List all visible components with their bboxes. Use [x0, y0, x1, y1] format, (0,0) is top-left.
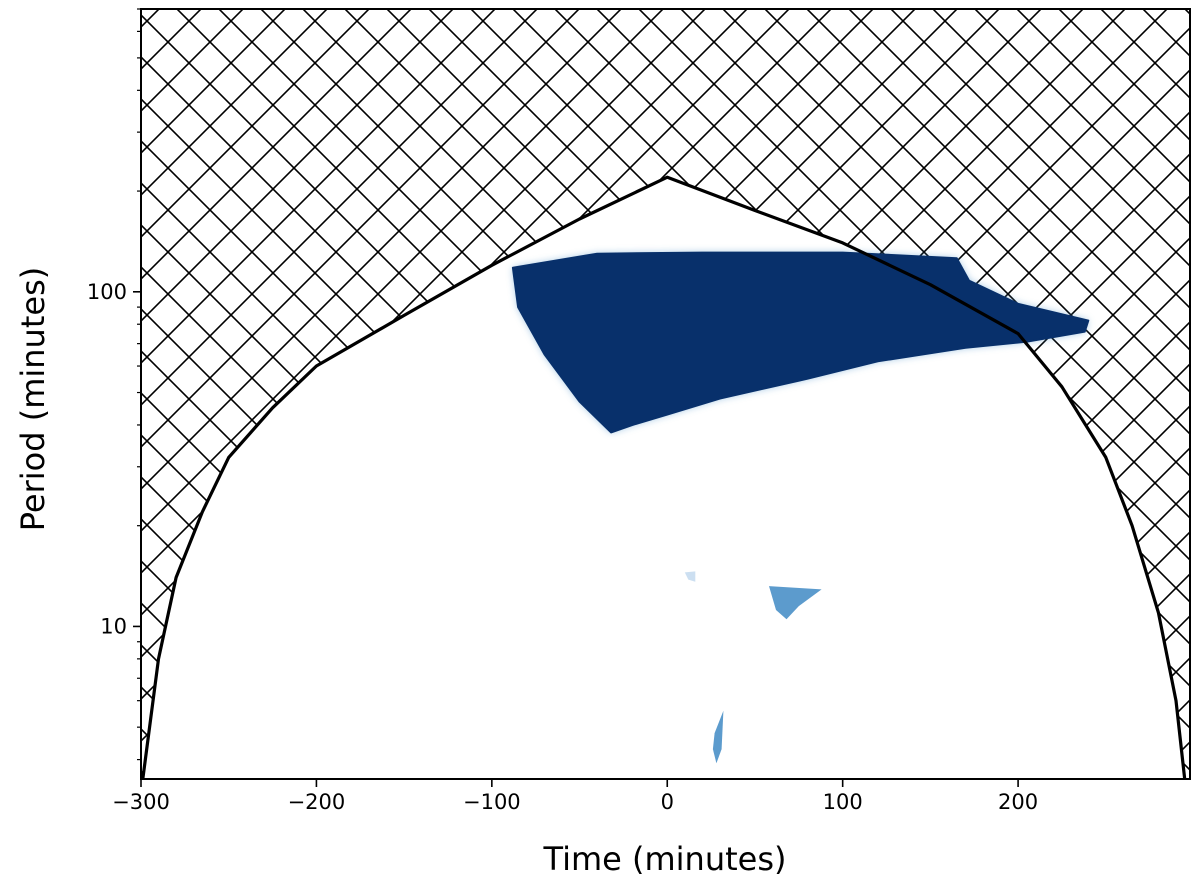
y-axis-label: Period (minutes): [14, 267, 52, 531]
x-tick-label: −300: [112, 790, 170, 814]
x-tick-label: 200: [998, 790, 1038, 814]
power-region-0: [511, 251, 1090, 434]
x-tick-label: 0: [661, 790, 674, 814]
plot-content: [141, 9, 1190, 779]
coi-hatch-region: [141, 9, 1190, 779]
y-axis: 10 100: [87, 8, 141, 761]
power-region-1: [769, 586, 822, 620]
x-axis-label: Time (minutes): [543, 840, 787, 878]
x-axis: −300 −200 −100 0 100 200: [112, 779, 1038, 814]
x-tick-label: −100: [463, 790, 521, 814]
x-tick-label: 100: [823, 790, 863, 814]
x-tick-label: −200: [288, 790, 346, 814]
power-region-core: [712, 710, 724, 764]
y-tick-label: 100: [87, 280, 127, 304]
power-region-2: [684, 571, 696, 582]
y-tick-label: 10: [100, 614, 127, 638]
power-region-3: [712, 710, 724, 764]
power-region-core: [769, 586, 822, 620]
power-region-core: [511, 251, 1090, 434]
plot-frame: [140, 8, 1191, 780]
coi-boundary-line: [141, 175, 1187, 779]
power-region-core: [684, 571, 696, 582]
plot-area: [140, 8, 1191, 780]
